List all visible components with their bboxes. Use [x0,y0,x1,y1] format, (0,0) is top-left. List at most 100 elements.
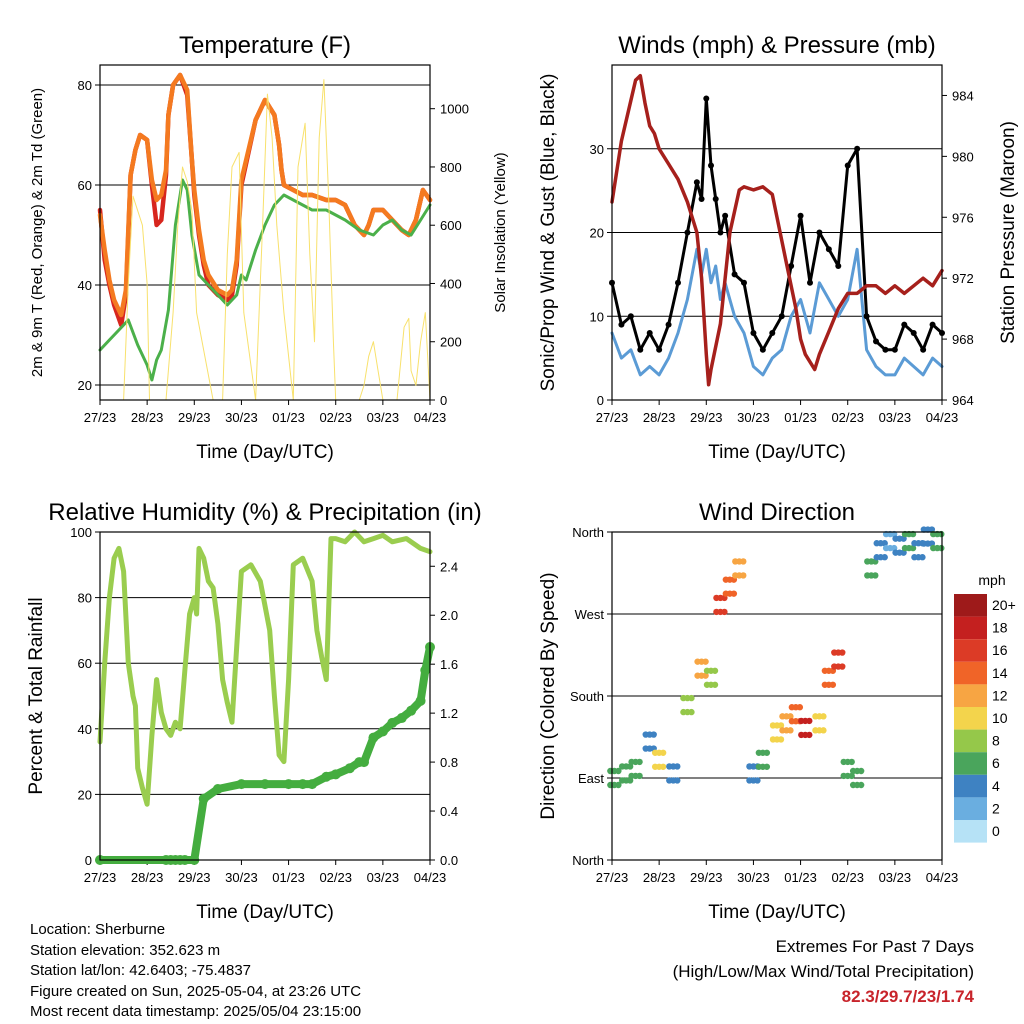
x-tick-label: 30/23 [737,870,770,885]
gust-point [665,321,672,328]
y-tick-label: 40 [78,722,92,737]
series-line [610,73,944,387]
plot-frame [611,531,943,861]
y2-tick-label: 976 [952,210,974,225]
legend-swatch [954,594,987,617]
y2-tick-label: 1.6 [440,657,458,672]
legend-swatch [954,797,987,820]
gust-point [712,196,719,202]
gust-point [656,346,663,353]
direction-point [777,736,785,743]
legend-swatch [954,639,987,662]
series-line [97,529,433,807]
precip-point [212,784,223,795]
gust-point [854,145,861,152]
legend-swatch [954,661,987,685]
y-axis-label: Direction (Colored By Speed) [538,572,559,819]
y-tick-label: 0 [597,393,604,408]
y-tick-label: 0 [85,853,92,868]
direction-point [711,667,719,674]
series-line [97,72,433,318]
gust-point [693,179,700,186]
x-tick-label: 30/23 [737,410,770,425]
legend-title: mph [978,572,1005,588]
y2-axis-label: Solar Insolation (Yellow) [492,152,509,312]
x-tick-label: 28/23 [131,410,164,425]
direction-point [688,694,695,702]
gust-point [797,212,804,219]
direction-point [787,727,794,734]
gust-point [722,212,729,219]
gust-point [637,346,644,353]
legend-swatch [954,616,987,640]
legend-label: 12 [992,687,1008,703]
x-tick-label: 02/23 [319,410,352,425]
y-axis-label: 2m & 9m T (Red, Orange) & 2m Td (Green) [29,88,46,377]
location-text: Location: Sherburne [30,921,166,938]
legend-label: 20+ [992,597,1016,613]
y-tick-label: East [578,771,604,786]
chart-humidity_precip: Relative Humidity (%) & Precipitation (i… [26,499,482,923]
direction-point [820,713,827,720]
direction-point [615,767,622,775]
direction-point [787,713,794,720]
chart-temperature: Temperature (F)2040608002004006008001000… [29,32,509,463]
direction-point [711,681,719,688]
direction-point [857,767,865,775]
x-tick-label: 04/23 [414,870,447,885]
x-tick-label: 27/23 [84,870,117,885]
legend-label: 14 [992,665,1008,681]
direction-point [688,708,695,716]
y-axis-label: Percent & Total Rainfall [26,597,47,794]
precip-point [420,665,431,676]
extremes-value: 82.3/29.7/23/1.74 [841,987,974,1006]
x-tick-label: 01/23 [784,410,817,425]
direction-point [674,777,681,784]
y2-tick-label: 0 [440,393,447,408]
x-tick-label: 30/23 [225,410,258,425]
precip-point [377,726,388,737]
y2-tick-label: 980 [952,149,974,164]
y-tick-label: 10 [590,309,604,324]
gust-point [873,338,879,345]
direction-point [806,731,813,739]
y2-tick-label: 400 [440,276,462,291]
gust-point [675,279,681,286]
x-tick-label: 27/23 [84,410,117,425]
gust-point [891,346,898,353]
chart-wind_direction: Wind Direction North East South West North 27/… [538,499,1016,923]
y2-tick-label: 984 [952,88,974,103]
plot-frame [611,64,943,401]
gust-point [684,229,691,236]
gust-point [769,330,776,336]
gust-point [807,279,813,286]
direction-point [777,722,785,729]
x-tick-label: 01/23 [784,870,817,885]
legend-swatch [954,729,987,753]
direction-point [839,663,846,670]
direction-point [650,731,657,738]
y-tick-label: South [570,689,604,704]
precip-point [406,705,417,716]
x-tick-label: 02/23 [831,410,864,425]
legend-label: 18 [992,620,1008,636]
x-tick-label: 04/23 [926,870,959,885]
direction-point [796,704,804,711]
direction-point [763,763,771,770]
direction-point [740,572,747,579]
series-line [99,79,431,401]
x-tick-label: 04/23 [926,410,959,425]
direction-point [848,758,855,766]
gust-point [882,346,889,353]
precip-point [344,763,355,774]
direction-point [702,658,709,665]
gust-point [708,162,714,169]
direction-point [872,572,879,579]
y2-tick-label: 972 [952,271,974,286]
x-tick-label: 29/23 [178,870,211,885]
x-tick-label: 01/23 [272,870,305,885]
recent-text: Most recent data timestamp: 2025/05/04 2… [30,1003,362,1020]
legend-label: 6 [992,755,1000,771]
y2-tick-label: 0.8 [440,755,458,770]
